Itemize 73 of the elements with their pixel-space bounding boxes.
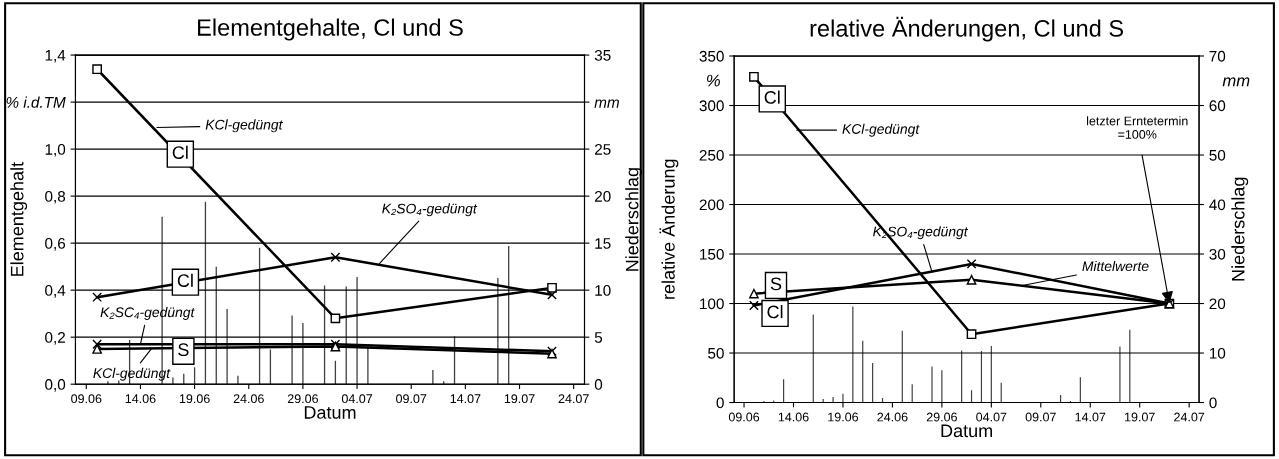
y2-tick-label: 70	[1209, 50, 1226, 62]
y2-tick-label: 25	[594, 143, 611, 155]
y-tick-label: 100	[700, 298, 724, 310]
y2-tick-label: 0	[1209, 397, 1217, 409]
y2-tick-label: 0	[594, 379, 603, 390]
y2-tick-label: 40	[1209, 199, 1226, 211]
y2-tick-label: 60	[1209, 100, 1226, 112]
y2-tick-label: 5	[594, 332, 603, 343]
y-tick-label: % i.d.TM	[6, 96, 66, 108]
annotation: KCl-gedüngt	[205, 119, 283, 133]
y-tick-label: 350	[699, 50, 724, 62]
x-tick-label: 09.06	[71, 394, 102, 404]
y-tick-label: 200	[699, 199, 724, 211]
y2-tick-label: 10	[595, 285, 611, 296]
x-tick-label: 24.07	[1174, 412, 1205, 422]
x-tick-label: 04.07	[976, 412, 1007, 422]
y2-axis-title: Niederschlag	[1231, 177, 1249, 281]
y2-tick-label: 35	[594, 49, 611, 61]
text: %	[707, 74, 720, 87]
x-tick-label: 24.06	[877, 412, 908, 422]
x-tick-label: 29.06	[926, 412, 957, 422]
chart-title: relative Änderungen, Cl und S	[810, 16, 1124, 42]
x-tick-label: 19.06	[179, 394, 210, 404]
annotation: letzter Erntetermin =100%	[1087, 116, 1188, 139]
x-tick-label: 14.07	[1075, 412, 1106, 422]
y2-tick-label: 20	[1209, 298, 1226, 310]
y2-tick-label: 15	[595, 238, 611, 249]
y-tick-label: 150	[700, 248, 724, 260]
x-tick-label: 19.07	[1125, 412, 1155, 422]
annotation: Cl	[172, 145, 188, 159]
chart-title: Elementgehalte, Cl und S	[198, 18, 463, 41]
y2-tick-label: 20	[594, 190, 611, 202]
y-tick-label: 0,6	[45, 238, 66, 251]
y-tick-label: 50	[708, 347, 724, 359]
y2-axis-title: Niederschlag	[625, 168, 643, 271]
annotation: K₂SO₄-gedüngt	[382, 203, 478, 217]
y-tick-label: 0,2	[45, 332, 65, 345]
y-tick-label: 0	[716, 397, 724, 409]
x-tick-label: 19.07	[504, 394, 535, 404]
annotation: Cl	[767, 305, 783, 319]
y2-tick-label: 50	[1209, 149, 1226, 161]
annotation: Mittelwerte	[1082, 260, 1149, 272]
annotation: Cl	[177, 273, 193, 288]
x-axis-title: Datum	[941, 424, 992, 438]
x-axis-title: Datum	[304, 406, 356, 419]
y2-tick-label: 10	[1209, 347, 1226, 359]
x-tick-label: 14.06	[778, 412, 809, 422]
x-tick-label: 29.06	[287, 394, 318, 404]
x-tick-label: 14.06	[125, 394, 156, 404]
y-axis-title: Elementgehalt	[10, 162, 28, 276]
annotation: S	[770, 277, 782, 291]
x-tick-label: 14.07	[450, 394, 481, 404]
y-tick-label: 0,0	[45, 379, 66, 392]
y-tick-label: 1,4	[45, 50, 66, 63]
x-tick-label: 09.07	[396, 394, 427, 404]
y2-tick-label: 30	[1209, 248, 1226, 260]
x-tick-label: 09.07	[1025, 412, 1056, 422]
text: mm	[1222, 77, 1250, 87]
x-tick-label: 19.06	[828, 412, 859, 422]
y2-tick-label: mm	[594, 99, 619, 108]
y-tick-label: 1,0	[45, 143, 66, 157]
y-axis-title: relative Änderung	[659, 159, 679, 299]
y-tick-label: 300	[699, 100, 724, 112]
x-tick-label: 24.07	[558, 394, 589, 404]
y-tick-label: 250	[699, 149, 724, 161]
x-tick-label: 09.06	[728, 412, 760, 422]
annotation: Cl	[764, 90, 780, 104]
annotation: KCl-gedüngt	[842, 123, 920, 137]
x-tick-label: 04.07	[341, 394, 373, 404]
annotation: S	[178, 343, 189, 357]
y-tick-label: 0,4	[45, 285, 66, 298]
x-tick-label: 24.06	[233, 394, 264, 404]
y-tick-label: 0,8	[45, 190, 66, 204]
